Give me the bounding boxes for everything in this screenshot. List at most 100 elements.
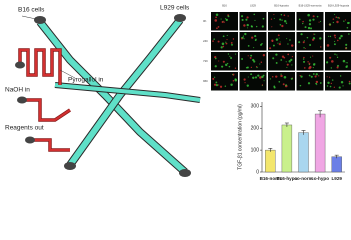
cell-spot: [252, 58, 255, 62]
cell-spot: [291, 64, 293, 66]
cell-spot: [254, 39, 257, 42]
cell-spot: [234, 78, 238, 82]
cell-spot: [225, 18, 228, 21]
cell-spot: [213, 83, 217, 86]
cell-spot: [257, 74, 260, 77]
cell-spot: [304, 47, 306, 49]
cell-spot: [251, 25, 253, 28]
cell-spot: [286, 63, 289, 66]
cell-spot: [300, 75, 303, 78]
x-tick-label: B16-hypo: [276, 176, 297, 181]
micrograph: [211, 32, 238, 51]
bar-chart: 0 100 200 300 TGF-β1 concentration (pg/ml) B1…: [237, 102, 345, 181]
cell-spot: [243, 38, 245, 40]
cell-spot: [307, 26, 311, 30]
cell-spot: [221, 42, 225, 45]
cell-spot: [273, 13, 275, 16]
cell-spot: [262, 17, 265, 20]
cell-spot: [316, 15, 319, 18]
y-tick-label: 0: [256, 169, 259, 175]
cell-spot: [240, 15, 244, 18]
label: NaOH in: [5, 87, 30, 94]
cell-spot: [280, 74, 283, 78]
cell-spot: [314, 75, 317, 78]
cell-spot: [309, 56, 312, 58]
row-label: 72h: [203, 59, 208, 63]
cell-spot: [306, 36, 309, 39]
cell-spot: [263, 80, 265, 82]
cell-spot: [345, 47, 348, 49]
label: Pyrogallol in: [68, 77, 104, 84]
micrograph: [296, 52, 324, 71]
cell-spot: [241, 36, 244, 39]
cell-spot: [269, 47, 272, 50]
cell-spot: [245, 18, 248, 21]
cell-spot: [252, 76, 255, 80]
cell-spot: [278, 43, 281, 46]
micrograph: [239, 52, 267, 71]
cell-spot: [316, 84, 318, 86]
cell-spot: [273, 17, 275, 19]
cell-spot: [219, 85, 223, 88]
cell-spot: [254, 76, 258, 79]
cell-spot: [344, 19, 347, 21]
cell-spot: [338, 86, 341, 89]
cell-spot: [277, 42, 279, 44]
cell-spot: [345, 62, 347, 64]
cell-spot: [256, 66, 258, 69]
cell-spot: [253, 13, 256, 16]
cell-spot: [250, 54, 253, 57]
cell-spot: [230, 83, 233, 86]
cell-spot: [214, 65, 217, 68]
cell-spot: [271, 76, 274, 78]
cell-spot: [315, 82, 318, 85]
cell-spot: [231, 43, 233, 46]
cell-spot: [278, 37, 280, 39]
device: [15, 14, 201, 177]
cell-spot: [215, 16, 217, 19]
bar: [331, 156, 342, 173]
cell-spot: [222, 60, 225, 63]
x-tick-label: co-norm: [294, 176, 312, 181]
cell-spot: [225, 41, 227, 43]
cell-spot: [314, 33, 316, 35]
cell-spot: [244, 32, 247, 36]
cell-spot: [326, 61, 329, 64]
cell-spot: [307, 61, 309, 63]
micrograph: [296, 72, 324, 91]
cell-spot: [243, 24, 246, 27]
row-label: 96h: [203, 79, 208, 83]
cell-spot: [241, 58, 244, 60]
cell-spot: [289, 39, 291, 41]
cell-spot: [329, 85, 332, 88]
cell-spot: [283, 75, 287, 79]
cell-spot: [332, 18, 335, 20]
cell-spot: [338, 37, 342, 40]
cell-spot: [339, 75, 342, 77]
cell-spot: [288, 60, 291, 63]
cell-spot: [261, 25, 264, 28]
cell-spot: [312, 18, 315, 21]
cell-spot: [336, 56, 339, 59]
cell-spot: [336, 20, 339, 24]
cell-spot: [336, 54, 338, 56]
cell-spot: [224, 18, 227, 20]
cell-spot: [272, 44, 275, 47]
cell-spot: [333, 40, 336, 42]
cell-spot: [275, 38, 279, 41]
cell-spot: [327, 81, 330, 85]
cell-spot: [217, 25, 220, 28]
cell-spot: [214, 19, 218, 22]
cell-spot: [214, 55, 217, 59]
x-tick-label: co-hypo: [311, 176, 329, 181]
cell-spot: [307, 13, 310, 17]
cell-spot: [273, 86, 276, 89]
cell-spot: [326, 76, 328, 78]
cell-spot: [312, 37, 316, 40]
x-tick-label: L929: [331, 176, 342, 181]
cell-spot: [319, 82, 322, 84]
cell-spot: [308, 19, 312, 22]
cell-spot: [243, 78, 246, 81]
cell-spot: [287, 53, 290, 56]
cell-spot: [261, 42, 263, 45]
